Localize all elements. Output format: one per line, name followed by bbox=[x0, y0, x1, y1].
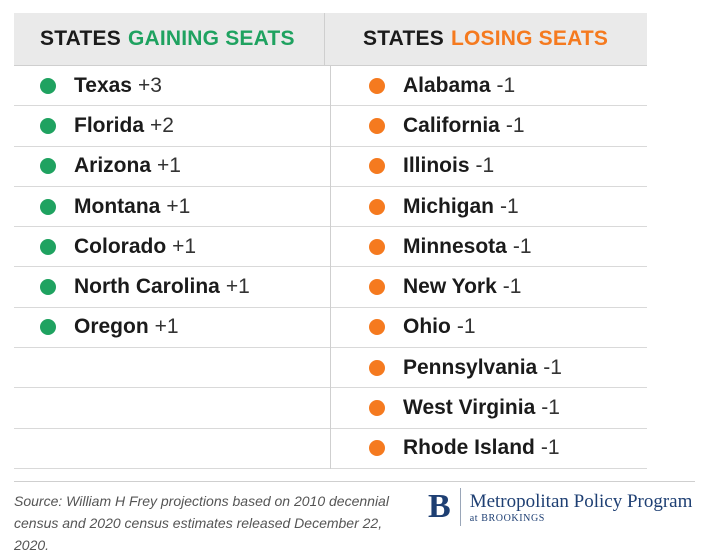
orange-dot-icon bbox=[369, 440, 385, 457]
header-gaining-highlight: GAINING SEATS bbox=[127, 27, 295, 50]
footer-divider bbox=[14, 481, 695, 482]
state-name: Illinois bbox=[403, 154, 470, 178]
table-row: Illinois -1 bbox=[331, 147, 647, 187]
green-dot-icon bbox=[40, 77, 56, 94]
header-gaining: STATES GAINING SEATS bbox=[14, 13, 325, 65]
state-name: West Virginia bbox=[403, 396, 536, 420]
header-losing-prefix: STATES bbox=[363, 27, 444, 50]
seat-change: -1 bbox=[496, 73, 516, 97]
state-name: Minnesota bbox=[403, 234, 507, 258]
losing-column: Alabama -1 California -1 Illinois -1 Michigan -… bbox=[331, 66, 647, 469]
state-name: Michigan bbox=[403, 194, 495, 218]
table-row: Montana +1 bbox=[14, 187, 330, 228]
seat-change: +1 bbox=[172, 234, 197, 258]
table-row: Colorado +1 bbox=[14, 227, 330, 268]
brand-sub: at BROOKINGS bbox=[469, 512, 545, 524]
state-name: Arizona bbox=[74, 154, 152, 178]
table-row: Texas +3 bbox=[14, 66, 330, 107]
orange-dot-icon bbox=[369, 158, 385, 175]
source-note: Source: William H Frey projections based… bbox=[14, 490, 414, 556]
seat-change: -1 bbox=[541, 396, 560, 420]
seat-change: -1 bbox=[512, 234, 532, 258]
table-header: STATES GAINING SEATS STATES LOSING SEATS bbox=[14, 13, 647, 66]
state-name: Rhode Island bbox=[403, 436, 535, 460]
orange-dot-icon bbox=[369, 198, 385, 215]
green-dot-icon bbox=[40, 198, 56, 215]
table-row: New York -1 bbox=[331, 267, 647, 308]
seat-change: -1 bbox=[456, 315, 476, 339]
brookings-logo: B Metropolitan Policy Program at BROOKIN… bbox=[428, 488, 692, 526]
orange-dot-icon bbox=[369, 359, 385, 376]
orange-dot-icon bbox=[369, 238, 385, 255]
state-name: Texas bbox=[74, 73, 132, 97]
state-name: North Carolina bbox=[74, 275, 220, 299]
seat-change: -1 bbox=[500, 194, 519, 218]
source-line-1: Source: William H Frey projections based… bbox=[14, 493, 389, 509]
table-row: West Virginia -1 bbox=[331, 388, 647, 429]
empty-row bbox=[14, 348, 330, 389]
green-dot-icon bbox=[40, 279, 56, 296]
seat-change: -1 bbox=[543, 355, 562, 379]
orange-dot-icon bbox=[369, 319, 385, 336]
header-losing-highlight: LOSING SEATS bbox=[450, 27, 609, 50]
brand-name: Metropolitan Policy Program bbox=[469, 490, 693, 512]
seat-change: -1 bbox=[502, 275, 522, 299]
state-name: Ohio bbox=[403, 315, 451, 339]
table-row: Pennsylvania -1 bbox=[331, 348, 647, 389]
empty-row bbox=[14, 388, 330, 429]
header-gaining-prefix: STATES bbox=[40, 27, 121, 50]
table-row: Florida +2 bbox=[14, 106, 330, 147]
orange-dot-icon bbox=[369, 77, 385, 94]
seat-change: +1 bbox=[154, 315, 179, 339]
header-losing: STATES LOSING SEATS bbox=[325, 13, 647, 65]
orange-dot-icon bbox=[369, 279, 385, 296]
green-dot-icon bbox=[40, 238, 56, 255]
seat-change: -1 bbox=[475, 154, 495, 178]
seat-change: +3 bbox=[138, 73, 162, 97]
source-line-2: census and 2020 census estimates release… bbox=[14, 515, 383, 553]
gaining-column: Texas +3 Florida +2 Arizona +1 Montana +1 Colora… bbox=[14, 66, 331, 469]
table-row: Oregon +1 bbox=[14, 308, 330, 349]
empty-row bbox=[14, 429, 330, 469]
state-name: California bbox=[403, 113, 500, 137]
table-row: California -1 bbox=[331, 106, 647, 147]
table-row: Arizona +1 bbox=[14, 147, 330, 187]
table-row: North Carolina +1 bbox=[14, 267, 330, 308]
brand-mark: B bbox=[428, 488, 461, 526]
table-row: Minnesota -1 bbox=[331, 227, 647, 268]
orange-dot-icon bbox=[369, 400, 385, 417]
state-name: Colorado bbox=[74, 234, 167, 258]
table-row: Michigan -1 bbox=[331, 187, 647, 228]
table-body: Texas +3 Florida +2 Arizona +1 Montana +1 Colora… bbox=[14, 66, 647, 469]
state-name: Montana bbox=[74, 194, 161, 218]
state-name: New York bbox=[403, 275, 497, 299]
seat-change: +1 bbox=[157, 154, 181, 178]
state-name: Alabama bbox=[403, 73, 491, 97]
green-dot-icon bbox=[40, 319, 56, 336]
brand-text: Metropolitan Policy Program at BROOKINGS bbox=[470, 491, 693, 524]
seat-change: +1 bbox=[166, 194, 191, 218]
table-row: Rhode Island -1 bbox=[331, 429, 647, 469]
green-dot-icon bbox=[40, 158, 56, 175]
green-dot-icon bbox=[40, 117, 56, 134]
state-name: Oregon bbox=[74, 315, 149, 339]
table-row: Ohio -1 bbox=[331, 308, 647, 349]
orange-dot-icon bbox=[369, 117, 385, 134]
table-row: Alabama -1 bbox=[331, 66, 647, 107]
state-name: Florida bbox=[74, 113, 145, 137]
seat-change: +1 bbox=[225, 275, 250, 299]
seats-table: STATES GAINING SEATS STATES LOSING SEATS… bbox=[14, 13, 647, 469]
seat-change: -1 bbox=[505, 113, 525, 137]
seat-change: -1 bbox=[540, 436, 560, 460]
seat-change: +2 bbox=[150, 113, 174, 137]
state-name: Pennsylvania bbox=[403, 355, 538, 379]
